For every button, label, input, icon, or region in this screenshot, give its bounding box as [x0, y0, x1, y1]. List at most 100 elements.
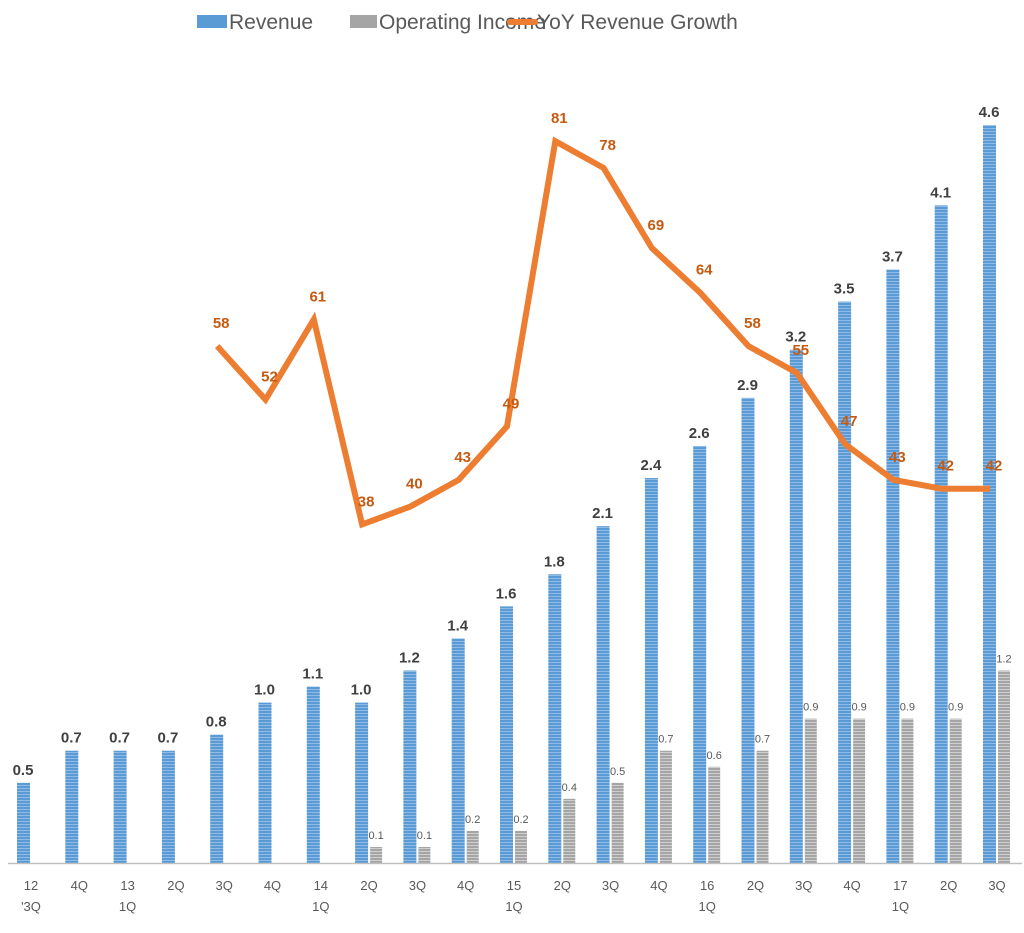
revenue-data-label: 3.7	[882, 249, 903, 266]
operating-income-bar	[370, 846, 383, 863]
x-tick-label: 3Q	[409, 878, 426, 893]
x-tick-label: 1Q	[312, 899, 329, 914]
operating-income-bar	[466, 830, 479, 863]
operating-income-data-label: 1.2	[996, 654, 1011, 666]
revenue-data-label: 1.0	[254, 682, 275, 699]
revenue-data-label: 2.6	[689, 425, 710, 442]
x-tick-label: 3Q	[988, 878, 1005, 893]
x-tick-label: 15	[507, 878, 521, 893]
yoy-growth-data-label: 38	[358, 493, 375, 510]
yoy-growth-data-label: 58	[744, 315, 761, 332]
revenue-data-label: 2.1	[592, 505, 613, 522]
x-tick-label: 1Q	[699, 899, 716, 914]
operating-income-bar	[708, 766, 721, 863]
legend-label-operating-income: Operating Income	[379, 11, 546, 34]
x-tick-label: 4Q	[71, 878, 88, 893]
x-tick-label: 13	[120, 878, 134, 893]
revenue-bar	[789, 349, 803, 864]
yoy-growth-data-label: 42	[937, 458, 954, 475]
x-tick-label: 4Q	[650, 878, 667, 893]
revenue-data-label: 3.5	[834, 281, 855, 298]
operating-income-data-label: 0.7	[755, 734, 770, 746]
revenue-bar	[258, 702, 272, 863]
revenue-bar	[934, 205, 948, 864]
legend: Revenue Operating Income YoY Revenue Gro…	[197, 11, 738, 34]
x-tick-label: 4Q	[843, 878, 860, 893]
x-tick-label: 1Q	[892, 899, 909, 914]
x-axis-ticks: 12 '3Q 4Q 13 1Q 2Q 3Q 4Q 14 1Q 2Q 3Q 4Q 15 1Q 2Q 3Q 4Q 16 1…	[21, 878, 1006, 914]
legend-item-operating-income: Operating Income	[350, 11, 546, 34]
revenue-data-label: 1.1	[302, 666, 323, 683]
legend-label-yoy-growth: YoY Revenue Growth	[537, 11, 738, 34]
operating-income-bar	[901, 718, 914, 863]
yoy-growth-data-label: 42	[986, 458, 1003, 475]
yoy-growth-data-label: 58	[213, 315, 230, 332]
operating-income-bar	[853, 718, 866, 863]
revenue-data-label: 2.4	[640, 457, 662, 474]
legend-item-yoy-growth: YoY Revenue Growth	[507, 11, 738, 34]
operating-income-data-label: 0.4	[562, 782, 577, 794]
x-tick-label: 12	[24, 878, 38, 893]
operating-income-data-label: 0.5	[610, 766, 625, 778]
x-tick-label: 17	[893, 878, 907, 893]
x-tick-label: 2Q	[940, 878, 957, 893]
revenue-data-label: 0.7	[61, 730, 82, 747]
revenue-data-label: 4.1	[930, 184, 951, 201]
revenue-bar	[741, 397, 755, 863]
revenue-data-label: 3.2	[785, 329, 806, 346]
yoy-growth-data-label: 64	[696, 262, 713, 279]
x-tick-label: 16	[700, 878, 714, 893]
x-tick-label: 4Q	[264, 878, 281, 893]
x-tick-label: 1Q	[119, 899, 136, 914]
revenue-data-label: 0.8	[206, 714, 227, 731]
yoy-growth-data-label: 43	[889, 449, 906, 466]
revenue-data-label: 1.6	[496, 585, 517, 602]
revenue-data-label: 1.8	[544, 553, 565, 570]
operating-income-data-label: 0.2	[513, 814, 528, 826]
revenue-bar	[210, 734, 224, 863]
revenue-bar	[548, 574, 562, 863]
legend-swatch-operating-income	[350, 15, 377, 28]
operating-income-bar	[804, 718, 817, 863]
x-tick-label: 1Q	[505, 899, 522, 914]
revenue-data-label: 0.5	[13, 762, 34, 779]
revenue-bar	[113, 750, 127, 863]
data-labels: 0.5 0.7 0.7 0.7 0.8 1.0 1.1 1.0 0.1 1.2 0.1 1.4 0.2 1…	[13, 104, 1012, 842]
revenue-bar	[451, 638, 465, 863]
revenue-bar	[65, 750, 79, 863]
yoy-growth-data-label: 69	[648, 217, 665, 234]
revenue-data-label: 2.9	[737, 377, 758, 394]
revenue-bar	[306, 686, 320, 863]
x-tick-label: 3Q	[216, 878, 233, 893]
revenue-bar	[983, 125, 996, 863]
revenue-data-label: 4.6	[979, 104, 1000, 121]
operating-income-bar	[563, 798, 576, 863]
revenue-data-label: 1.0	[351, 682, 372, 699]
revenue-bar	[500, 606, 513, 863]
revenue-bar	[17, 782, 30, 863]
operating-income-bar	[515, 830, 527, 863]
operating-income-data-label: 0.1	[417, 830, 432, 842]
revenue-bar	[161, 750, 175, 863]
revenue-bar	[403, 670, 417, 863]
yoy-growth-data-label: 47	[841, 413, 858, 430]
operating-income-data-label: 0.1	[368, 830, 383, 842]
yoy-growth-data-label: 49	[503, 395, 520, 412]
yoy-growth-data-label: 40	[406, 476, 423, 493]
operating-income-bar	[756, 750, 769, 863]
x-tick-label: 2Q	[167, 878, 184, 893]
operating-income-bar	[949, 718, 962, 863]
yoy-growth-data-label: 52	[261, 369, 278, 386]
operating-income-bar	[611, 782, 624, 863]
x-tick-label: 2Q	[360, 878, 377, 893]
operating-income-data-label: 0.9	[851, 702, 866, 714]
x-tick-label: 2Q	[554, 878, 571, 893]
operating-income-data-label: 0.6	[707, 750, 722, 762]
revenue-data-label: 1.4	[447, 617, 469, 634]
yoy-growth-data-label: 55	[792, 342, 809, 359]
operating-income-data-label: 0.9	[900, 702, 915, 714]
revenue-bar	[838, 301, 852, 864]
revenue-bar	[355, 702, 369, 863]
bars	[17, 125, 1010, 864]
